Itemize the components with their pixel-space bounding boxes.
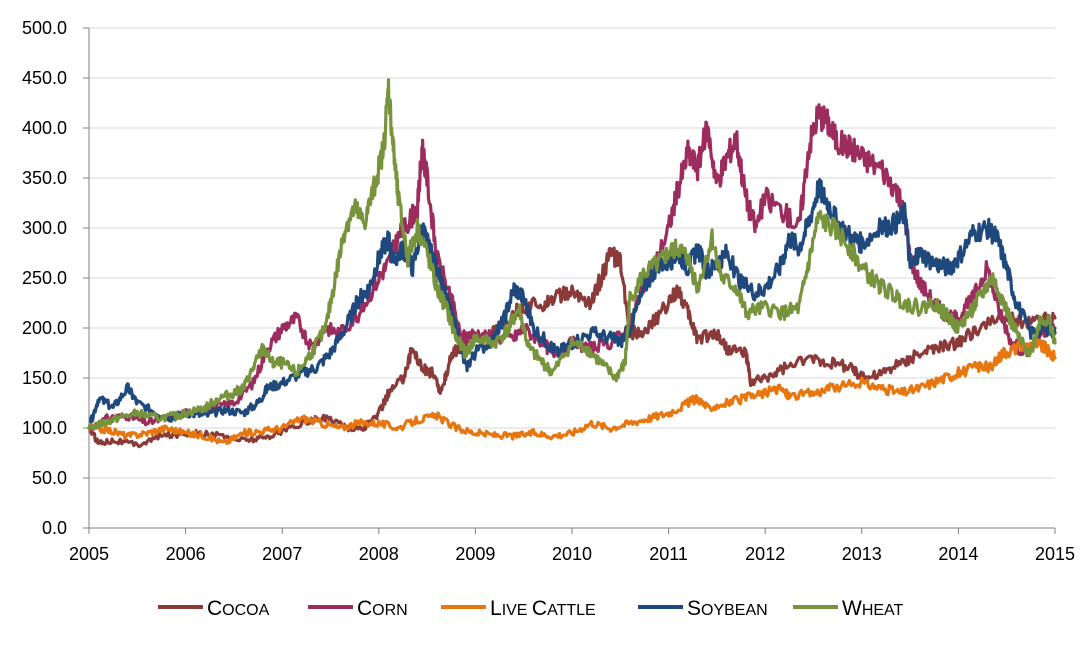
legend-item: CORN [308,597,408,620]
legend-label: LIVE CATTLE [490,597,596,620]
y-tick-label: 100.0 [22,418,67,438]
x-tick-label: 2013 [842,544,882,564]
y-tick-label: 250.0 [22,268,67,288]
x-tick-label: 2006 [166,544,206,564]
x-tick-label: 2011 [649,544,688,564]
legend-label: CORN [357,597,408,620]
x-tick-label: 2007 [262,544,302,564]
y-tick-label: 150.0 [22,368,67,388]
y-tick-label: 400.0 [22,118,67,138]
x-tick-label: 2012 [745,544,785,564]
x-tick-label: 2014 [938,544,978,564]
series-line-wheat [87,78,1057,430]
legend-item: SOYBEAN [638,597,768,620]
legend-item: WHEAT [793,597,904,620]
series-lines [87,78,1057,449]
axes [83,27,1056,534]
y-tick-label: 500.0 [22,18,67,38]
y-tick-label: 50.0 [32,468,67,488]
y-tick-label: 0.0 [42,518,67,538]
tick-labels: 0.0 50.0 100.0 150.0 200.0 250.0 300.0 350.0 400… [22,18,1075,564]
legend-label: COCOA [207,597,270,620]
series-line-soybean [87,178,1057,430]
legend-item: COCOA [158,597,270,620]
y-tick-label: 350.0 [22,168,67,188]
x-tick-label: 2005 [69,544,109,564]
legend-item: LIVE CATTLE [441,597,596,620]
y-tick-label: 300.0 [22,218,67,238]
x-tick-label: 2015 [1035,544,1075,564]
series-line-live-cattle [87,337,1057,446]
legend-label: SOYBEAN [687,597,768,620]
legend-label: WHEAT [842,597,904,620]
x-tick-label: 2008 [359,544,399,564]
x-tick-label: 2010 [552,544,592,564]
x-tick-label: 2009 [455,544,495,564]
legend: COCOA CORN LIVE CATTLE SOYBEAN WHEAT [158,597,904,620]
y-tick-label: 450.0 [22,68,67,88]
y-tick-label: 200.0 [22,318,67,338]
